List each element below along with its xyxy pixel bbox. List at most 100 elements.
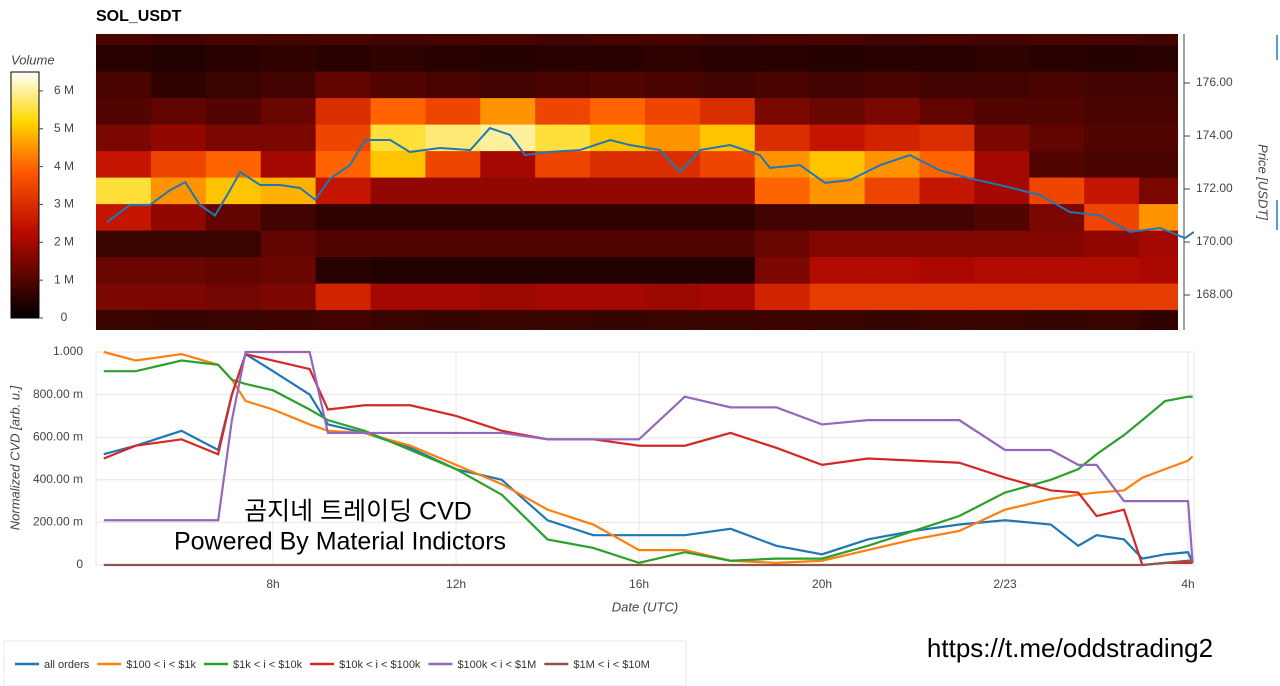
heatmap-cell <box>645 124 701 152</box>
heatmap-cell <box>480 34 536 46</box>
heatmap-cell <box>480 97 536 125</box>
heatmap-cell <box>699 97 756 125</box>
heatmap-cell <box>535 309 591 330</box>
heatmap-cell <box>425 256 481 284</box>
heatmap-cell <box>150 124 207 152</box>
heatmap-cell <box>370 256 426 284</box>
heatmap-cell <box>535 150 591 178</box>
heatmap-cell <box>315 44 371 72</box>
heatmap-cell <box>260 97 317 125</box>
y-tick-label: 200.00 m <box>33 515 83 529</box>
heatmap-cell <box>590 97 646 125</box>
heatmap-cell <box>260 124 317 152</box>
lines <box>103 350 1194 567</box>
heatmap-cell <box>864 230 920 258</box>
heatmap-cell <box>315 124 371 152</box>
x-tick-label: 4h <box>1181 577 1194 591</box>
heatmap-cell <box>645 256 701 284</box>
heatmap-cell <box>1084 256 1140 284</box>
heatmap-cell <box>864 44 920 72</box>
heatmap-cell <box>864 309 920 330</box>
heatmap-cell <box>590 150 646 178</box>
heatmap-cell <box>974 150 1030 178</box>
heatmap-cell <box>699 309 756 330</box>
heatmap-cell <box>535 177 591 205</box>
heatmap-cell <box>260 44 317 72</box>
heatmap-cell <box>754 177 811 205</box>
heatmap-cell <box>809 124 866 152</box>
heatmap-cell <box>974 309 1030 330</box>
heatmap-cell <box>754 44 811 72</box>
heatmap-cell <box>1029 71 1085 99</box>
y2-tick-label: 172.00 <box>1196 181 1233 195</box>
legend-label: $10k < i < $100k <box>339 659 421 671</box>
heatmap-cell <box>315 283 371 311</box>
heatmap-cell <box>480 283 536 311</box>
heatmap-cell <box>370 309 426 330</box>
heatmap-cell <box>1139 256 1178 284</box>
heatmap-cell <box>260 203 317 231</box>
heatmap-cell <box>1029 44 1085 72</box>
heatmap-cell <box>645 97 701 125</box>
heatmap-cell <box>1084 177 1140 205</box>
heatmap-cell <box>260 283 317 311</box>
heatmap-cell <box>480 256 536 284</box>
heatmap-cell <box>974 256 1030 284</box>
heatmap-cell <box>205 97 262 125</box>
colorbar-title: Volume <box>11 52 55 67</box>
heatmap-cell <box>96 256 152 284</box>
heatmap-cell <box>809 256 866 284</box>
heatmap-cell <box>1139 283 1178 311</box>
heatmap-cell <box>809 71 866 99</box>
y2-tick-label: 170.00 <box>1196 234 1233 248</box>
colorbar-tick-label: 1 M <box>54 272 74 286</box>
price-line <box>106 126 1194 240</box>
heatmap-cell <box>150 34 207 46</box>
heatmap-cell <box>480 177 536 205</box>
heatmap-cell <box>809 34 866 46</box>
heatmap-cell <box>205 124 262 152</box>
heatmap-cell <box>699 283 756 311</box>
heatmap-cell <box>919 71 975 99</box>
heatmap-cell <box>425 150 481 178</box>
heatmap-cell <box>864 283 920 311</box>
heatmap-cell <box>315 203 371 231</box>
heatmap-cell <box>535 97 591 125</box>
colorbar-tick-label: 0 <box>61 310 68 324</box>
heatmap-cell <box>809 97 866 125</box>
heatmap-cell <box>1029 177 1085 205</box>
heatmap-cell <box>699 71 756 99</box>
heatmap-cell <box>535 71 591 99</box>
heatmap-cell <box>1084 283 1140 311</box>
series-line <box>103 352 1193 567</box>
y2-axis-label: Price [USDT] <box>1256 144 1271 220</box>
heatmap-cell <box>425 44 481 72</box>
x-tick-label: 2/23 <box>993 577 1017 591</box>
x-tick-label: 16h <box>629 577 649 591</box>
heatmap-cell <box>1139 44 1178 72</box>
heatmap-cell <box>809 203 866 231</box>
heatmap-cell <box>370 34 426 46</box>
heatmap-cell <box>754 283 811 311</box>
heatmap-cell <box>315 34 371 46</box>
heatmap-cell <box>1139 177 1178 205</box>
colorbar-tick-label: 2 M <box>54 234 74 248</box>
heatmap-cell <box>535 34 591 46</box>
heatmap-cell <box>260 230 317 258</box>
heatmap-cell <box>754 124 811 152</box>
heatmap-cell <box>1084 44 1140 72</box>
series-line <box>103 359 1193 565</box>
heatmap-cell <box>315 97 371 125</box>
heatmap-cell <box>645 283 701 311</box>
watermark-text: 곰지네 트레이딩 CVD <box>244 498 472 526</box>
heatmap-cell <box>645 177 701 205</box>
heatmap-cell <box>150 230 207 258</box>
heatmap-cell <box>260 309 317 330</box>
heatmap-cell <box>96 34 152 46</box>
heatmap-cell <box>919 256 975 284</box>
heatmap-cell <box>480 230 536 258</box>
heatmap-cell <box>150 203 207 231</box>
heatmap-cell <box>590 44 646 72</box>
